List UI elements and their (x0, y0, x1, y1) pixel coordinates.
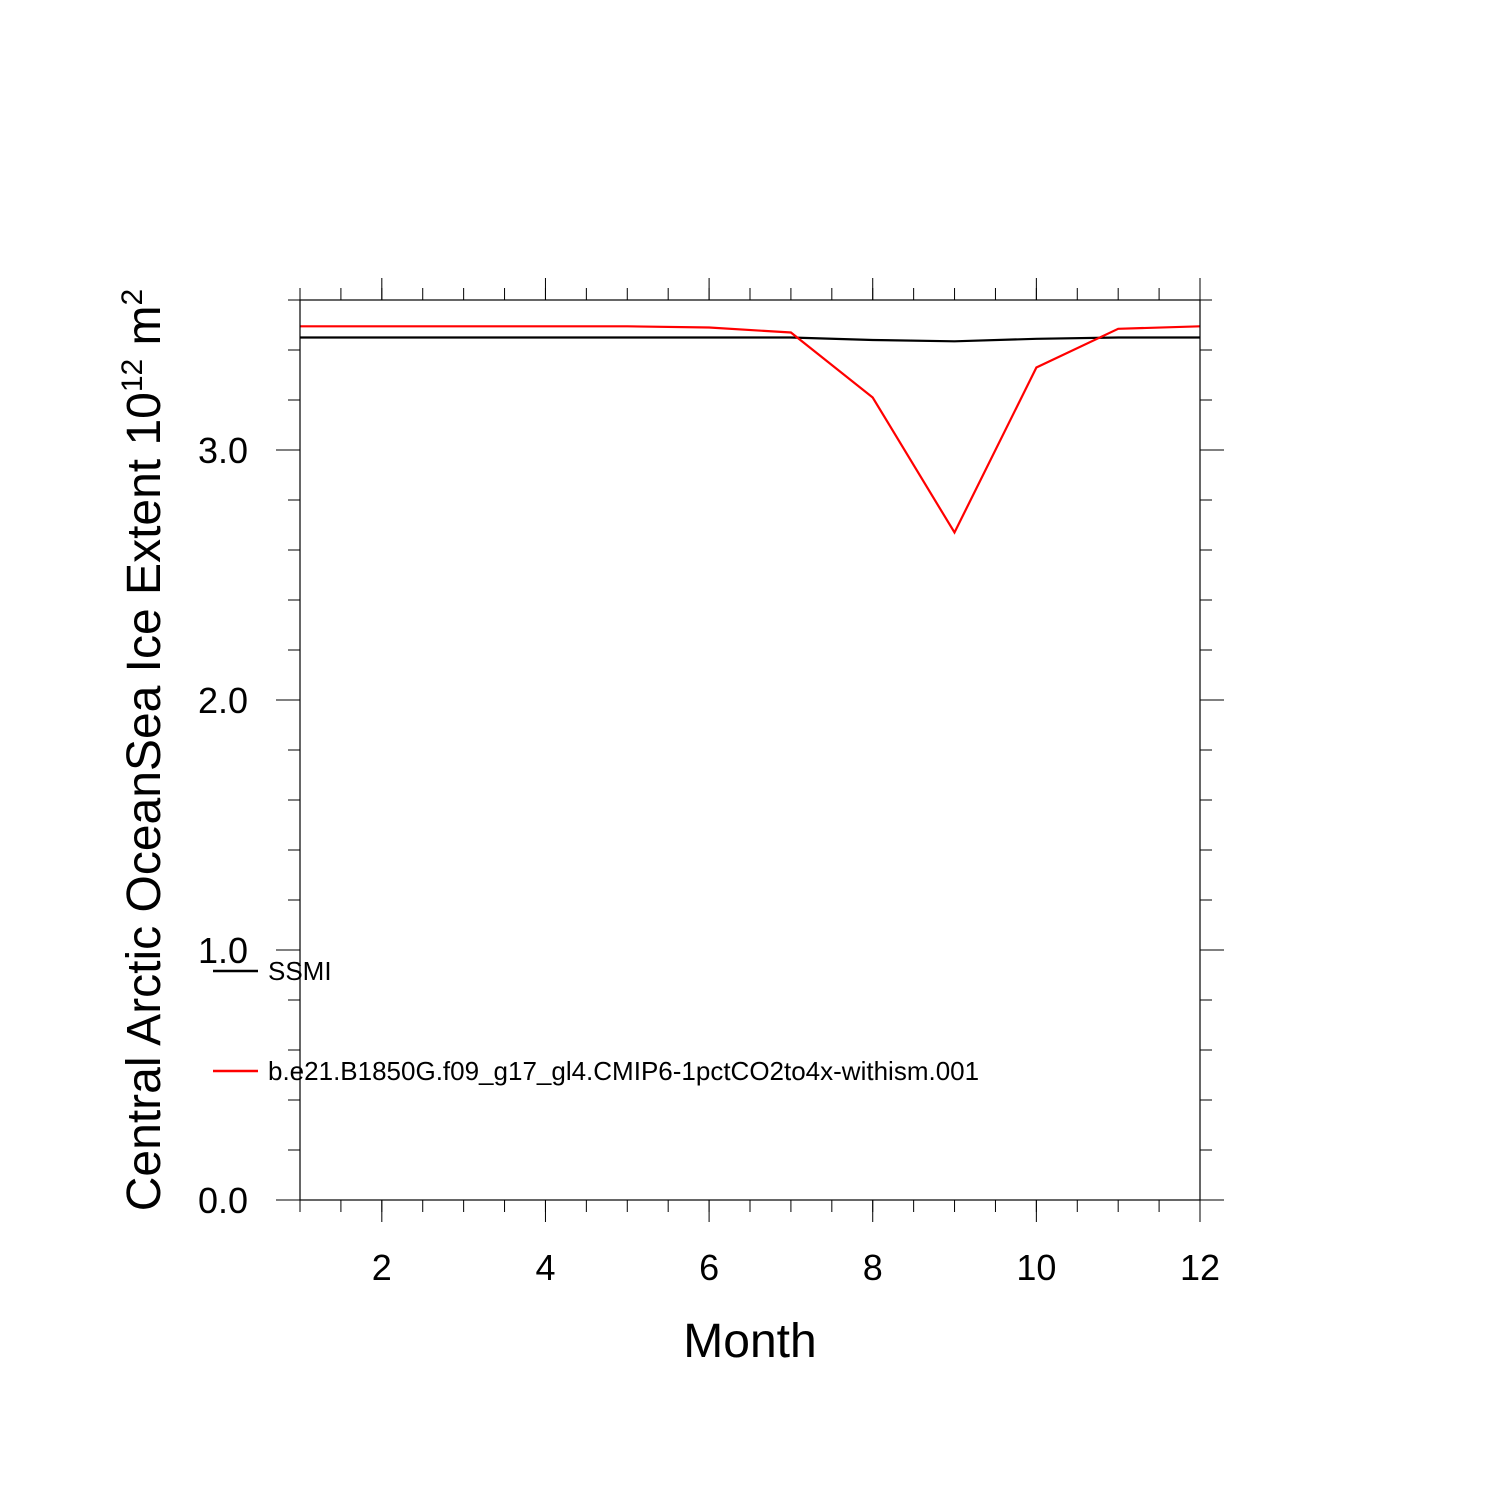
legend-label-model: b.e21.B1850G.f09_g17_gl4.CMIP6-1pctCO2to… (268, 1056, 979, 1086)
y-tick-label: 1.0 (198, 930, 248, 971)
legend: SSMI b.e21.B1850G.f09_g17_gl4.CMIP6-1pct… (213, 956, 979, 1086)
y-axis-title: Central Arctic OceanSea Ice Extent 1012 … (116, 289, 171, 1211)
x-tick-label: 10 (1016, 1247, 1056, 1288)
x-tick-label: 4 (535, 1247, 555, 1288)
x-axis-title: Month (683, 1315, 816, 1368)
y-tick-label: 0.0 (198, 1180, 248, 1221)
y-tick-label: 3.0 (198, 430, 248, 471)
series-line-model (300, 325, 1201, 535)
x-tick-label: 12 (1180, 1247, 1220, 1288)
axis-ticks (276, 278, 1224, 1222)
series-line-ssmi (300, 336, 1200, 343)
x-tick-label: 8 (863, 1247, 883, 1288)
series-lines (300, 325, 1201, 535)
x-tick-label: 6 (699, 1247, 719, 1288)
y-tick-label: 2.0 (198, 680, 248, 721)
legend-label-ssmi: SSMI (268, 956, 332, 986)
axis-tick-labels: 2 4 6 8 10 12 0.0 1.0 2.0 3.0 (198, 430, 1220, 1288)
plot-frame (299, 299, 1201, 1201)
x-tick-label: 2 (372, 1247, 392, 1288)
